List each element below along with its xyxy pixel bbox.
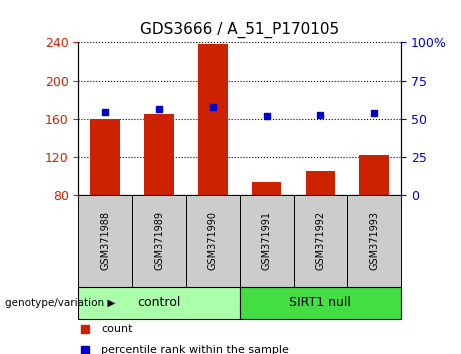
Text: GSM371993: GSM371993 [369,211,379,270]
Text: SIRT1 null: SIRT1 null [290,296,351,309]
Bar [240,195,294,287]
Bar [90,119,120,195]
Bar [78,287,240,319]
Text: GSM371989: GSM371989 [154,211,164,270]
Bar [78,195,132,287]
Bar [294,195,347,287]
Bar [198,44,228,195]
Bar [306,171,335,195]
Bar [240,287,401,319]
Text: GSM371990: GSM371990 [208,211,218,270]
Bar [144,114,174,195]
Text: GSM371988: GSM371988 [100,211,110,270]
Text: GSM371992: GSM371992 [315,211,325,270]
Title: GDS3666 / A_51_P170105: GDS3666 / A_51_P170105 [140,22,339,38]
Text: genotype/variation ▶: genotype/variation ▶ [5,298,115,308]
Bar [186,195,240,287]
Bar [347,195,401,287]
Bar [252,182,281,195]
Text: percentile rank within the sample: percentile rank within the sample [101,346,289,354]
Text: GSM371991: GSM371991 [261,211,272,270]
Text: control: control [137,296,181,309]
Text: count: count [101,324,132,334]
Bar [132,195,186,287]
Bar [360,155,389,195]
